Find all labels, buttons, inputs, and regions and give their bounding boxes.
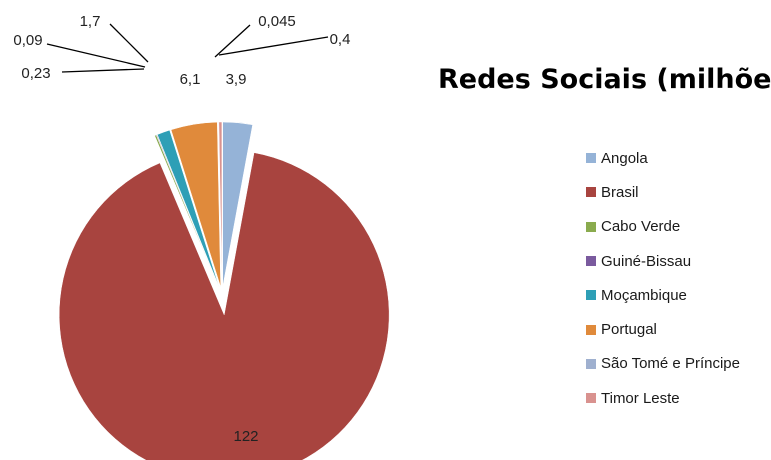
leader-line-sao-tome-e-principe — [214, 24, 251, 58]
legend-swatch — [586, 324, 596, 335]
data-label-portugal: 6,1 — [180, 71, 201, 88]
pie-slice-portugal — [170, 121, 221, 288]
pie-slice-mocambique — [156, 129, 220, 288]
data-labels: 3,9 122 0,23 0,09 1,7 6,1 0,045 0,4 — [13, 13, 350, 445]
leader-line-cabo-verde — [61, 68, 145, 73]
legend-item-guine-bissau: Guiné-Bissau — [586, 244, 740, 278]
data-label-mocambique: 1,7 — [80, 13, 101, 30]
legend-label: São Tomé e Príncipe — [601, 355, 740, 373]
legend-item-cabo-verde: Cabo Verde — [586, 210, 740, 244]
legend-item-mocambique: Moçambique — [586, 278, 740, 312]
chart-title: Redes Sociais (milhões) — [438, 64, 771, 95]
legend-swatch — [586, 153, 596, 164]
legend-label: Guiné-Bissau — [601, 252, 692, 270]
legend-swatch — [586, 221, 596, 232]
legend-swatch — [586, 358, 596, 369]
pie-slice-timor-leste — [218, 121, 223, 288]
data-label-cabo-verde: 0,23 — [21, 65, 50, 82]
legend-swatch — [586, 187, 596, 198]
data-label-brasil: 122 — [233, 428, 258, 445]
legend-item-timor-leste: Timor Leste — [586, 381, 740, 415]
legend-label: Cabo Verde — [601, 218, 681, 236]
legend-swatch — [586, 393, 596, 404]
legend-item-sao-tome-e-principe: São Tomé e Príncipe — [586, 347, 740, 381]
legend-label: Timor Leste — [601, 389, 680, 407]
legend-item-brasil: Brasil — [586, 175, 740, 209]
legend-swatch — [586, 256, 596, 267]
leader-line-mocambique — [109, 23, 149, 63]
chart-legend: Angola Brasil Cabo Verde Guiné-Bissau Moçamb… — [586, 141, 740, 415]
legend-item-portugal: Portugal — [586, 312, 740, 346]
legend-label: Brasil — [601, 183, 639, 201]
data-label-guine-bissau: 0,09 — [13, 32, 42, 49]
legend-item-angola: Angola — [586, 141, 740, 175]
leader-line-guine-bissau — [46, 43, 146, 68]
pie-slice-angola — [222, 121, 253, 288]
pie-slice-guine-bissau — [156, 134, 220, 288]
data-label-angola: 3,9 — [226, 71, 247, 88]
data-label-timor-leste: 0,4 — [330, 31, 351, 48]
pie-slice-brasil — [58, 152, 390, 460]
legend-label: Angola — [601, 149, 648, 167]
legend-label: Moçambique — [601, 286, 687, 304]
data-label-sao-tome-e-principe: 0,045 — [258, 13, 296, 30]
legend-swatch — [586, 290, 596, 301]
legend-label: Portugal — [601, 321, 657, 339]
pie-slices — [58, 121, 390, 460]
leader-line-timor-leste — [218, 36, 329, 56]
leader-lines — [46, 23, 329, 73]
